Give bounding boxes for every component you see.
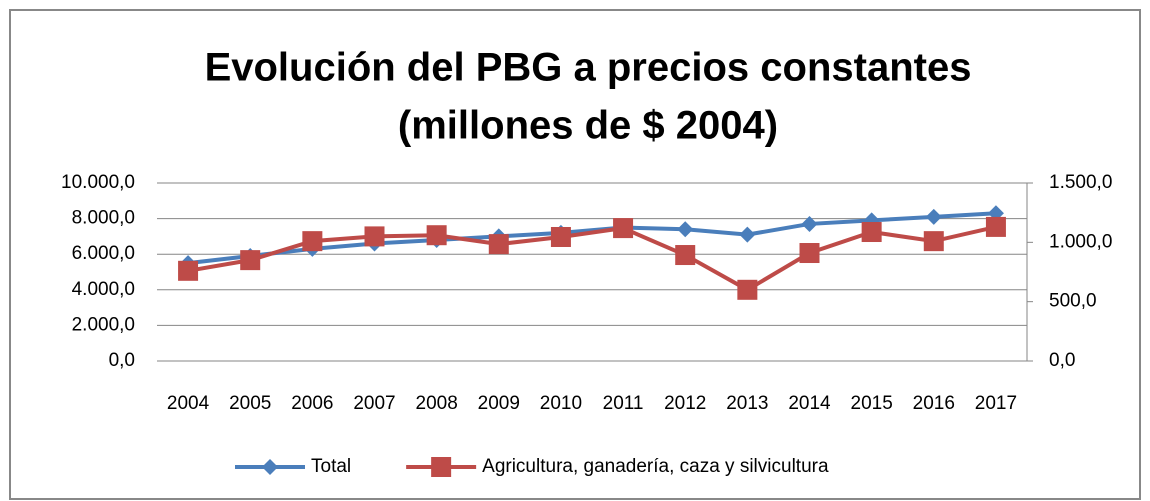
- point: [677, 221, 694, 238]
- y-tick-label: 10.000,0: [61, 172, 135, 193]
- point: [739, 226, 756, 243]
- series-line: [187, 224, 997, 293]
- chart-title: Evolución del PBG a precios constantes: [205, 46, 972, 90]
- y2-tick-label: 1.500,0: [1049, 172, 1112, 193]
- point: [923, 231, 944, 252]
- point: [240, 250, 261, 271]
- point: [613, 218, 634, 239]
- point: [550, 226, 571, 247]
- y2-tick-label: 0,0: [1049, 350, 1075, 371]
- point: [799, 243, 820, 264]
- point: [925, 208, 942, 225]
- x-tick-label: 2010: [540, 393, 582, 414]
- point: [364, 226, 385, 247]
- y-tick-label: 0,0: [109, 350, 135, 371]
- point: [801, 215, 818, 232]
- point: [737, 279, 758, 300]
- point: [985, 216, 1006, 237]
- x-tick-label: 2013: [726, 393, 768, 414]
- x-tick-label: 2004: [167, 393, 210, 414]
- y-tick-label: 6.000,0: [72, 243, 135, 264]
- x-tick-label: 2007: [353, 393, 395, 414]
- chart-title: (millones de $ 2004): [398, 104, 778, 148]
- legend-label: Total: [311, 456, 351, 477]
- point: [426, 225, 447, 246]
- x-tick-label: 2017: [975, 393, 1017, 414]
- x-tick-label: 2011: [603, 393, 644, 414]
- x-tick-label: 2006: [291, 393, 333, 414]
- point: [861, 222, 882, 243]
- x-tick-label: 2016: [913, 393, 955, 414]
- point: [431, 457, 452, 477]
- y-tick-label: 8.000,0: [72, 208, 135, 229]
- x-tick-label: 2014: [788, 393, 831, 414]
- legend-label: Agricultura, ganadería, caza y silvicult…: [482, 456, 829, 477]
- point: [675, 245, 696, 266]
- x-tick-label: 2012: [664, 393, 706, 414]
- y-tick-label: 2.000,0: [72, 314, 135, 335]
- y-tick-label: 4.000,0: [72, 279, 135, 300]
- point: [178, 260, 199, 281]
- x-tick-label: 2008: [416, 393, 458, 414]
- y2-tick-label: 1.000,0: [1049, 231, 1112, 252]
- point: [488, 234, 509, 255]
- x-tick-label: 2005: [229, 393, 271, 414]
- y2-tick-label: 500,0: [1049, 291, 1097, 312]
- x-tick-label: 2009: [478, 393, 520, 414]
- series-line: [187, 211, 997, 266]
- point: [302, 231, 323, 252]
- x-tick-label: 2015: [851, 393, 893, 414]
- point: [262, 459, 278, 475]
